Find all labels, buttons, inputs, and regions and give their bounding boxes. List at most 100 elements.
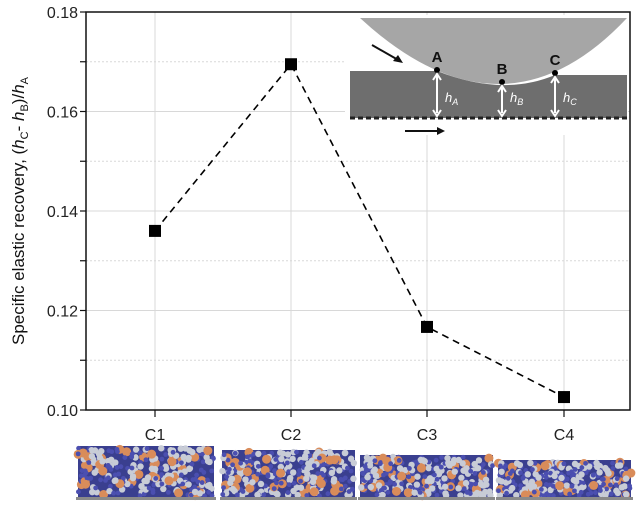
particle bbox=[378, 460, 384, 465]
particle bbox=[276, 468, 286, 478]
particle bbox=[247, 458, 253, 464]
particle bbox=[460, 454, 466, 460]
particle bbox=[262, 454, 272, 464]
particle bbox=[196, 446, 203, 453]
particle bbox=[196, 490, 204, 497]
particle bbox=[188, 492, 194, 498]
particle bbox=[538, 486, 544, 492]
particle bbox=[360, 471, 366, 477]
particle bbox=[601, 476, 606, 482]
particle bbox=[316, 455, 322, 461]
particle bbox=[460, 467, 467, 474]
particle bbox=[220, 492, 226, 497]
contact-point bbox=[434, 67, 440, 73]
particle bbox=[185, 481, 192, 488]
particle bbox=[504, 490, 509, 496]
particle bbox=[366, 462, 374, 469]
particle bbox=[532, 460, 538, 466]
particle bbox=[348, 468, 354, 474]
particle bbox=[374, 492, 380, 498]
particle bbox=[91, 447, 99, 454]
particle bbox=[338, 486, 344, 492]
particle bbox=[594, 463, 601, 471]
particle bbox=[105, 462, 111, 468]
thumbnail-base bbox=[358, 497, 495, 500]
particle bbox=[572, 478, 580, 485]
thumbnail-base bbox=[496, 497, 633, 500]
particle bbox=[503, 463, 509, 469]
particle bbox=[596, 469, 603, 476]
particle bbox=[277, 449, 284, 456]
particle bbox=[132, 446, 140, 453]
particle bbox=[572, 467, 578, 472]
particle bbox=[255, 450, 262, 458]
particle bbox=[422, 474, 428, 480]
particle bbox=[105, 475, 111, 481]
particle bbox=[315, 471, 321, 476]
height-label: hB bbox=[510, 90, 523, 107]
particle bbox=[163, 452, 169, 457]
particle bbox=[451, 468, 458, 475]
particle bbox=[174, 488, 184, 498]
particle bbox=[178, 460, 184, 466]
particle bbox=[401, 466, 409, 474]
particle bbox=[548, 470, 553, 476]
particle bbox=[414, 473, 421, 480]
particle bbox=[225, 457, 231, 463]
particle bbox=[245, 483, 255, 493]
particle bbox=[114, 465, 120, 470]
particle bbox=[153, 476, 159, 481]
particle bbox=[471, 460, 478, 468]
point-label: C bbox=[550, 52, 561, 69]
particle bbox=[411, 489, 418, 496]
particle bbox=[396, 465, 404, 472]
particle bbox=[569, 483, 575, 489]
particle bbox=[234, 492, 240, 498]
particle bbox=[601, 481, 606, 487]
particle bbox=[230, 462, 235, 468]
particle bbox=[81, 479, 91, 489]
particle bbox=[304, 493, 310, 498]
particle bbox=[434, 492, 440, 498]
particle bbox=[99, 489, 109, 499]
arrowhead-icon bbox=[437, 127, 445, 135]
particle bbox=[200, 459, 206, 465]
particle bbox=[221, 485, 226, 490]
particle bbox=[403, 488, 413, 498]
particle bbox=[289, 455, 296, 463]
particle bbox=[298, 459, 304, 465]
particle bbox=[480, 469, 486, 475]
inset-schematic: AhA BhB ChC bbox=[345, 15, 628, 135]
particle bbox=[413, 459, 419, 465]
particle bbox=[530, 467, 535, 472]
particle bbox=[425, 464, 432, 472]
contact-point bbox=[499, 79, 505, 85]
particle bbox=[297, 484, 305, 491]
particle bbox=[189, 461, 195, 467]
particle bbox=[242, 476, 249, 483]
particle bbox=[458, 474, 465, 482]
particle bbox=[159, 465, 164, 471]
particle bbox=[350, 459, 358, 467]
particle bbox=[455, 456, 462, 464]
particle bbox=[588, 490, 594, 496]
particle bbox=[177, 445, 184, 452]
particle bbox=[242, 467, 252, 477]
particle bbox=[375, 482, 383, 489]
particle bbox=[251, 451, 257, 457]
particle bbox=[311, 463, 317, 469]
particle bbox=[572, 488, 577, 494]
particle bbox=[181, 468, 188, 475]
height-label: hC bbox=[563, 90, 577, 107]
particle bbox=[114, 446, 120, 452]
arrowhead-icon bbox=[497, 109, 507, 118]
particle bbox=[550, 483, 556, 489]
data-point-marker bbox=[421, 320, 433, 333]
particle bbox=[209, 493, 215, 499]
particle bbox=[88, 453, 96, 460]
x-tick-label: C4 bbox=[554, 427, 575, 444]
particle bbox=[210, 455, 216, 461]
particle bbox=[225, 470, 231, 475]
particle bbox=[614, 476, 620, 482]
particle bbox=[240, 489, 246, 494]
